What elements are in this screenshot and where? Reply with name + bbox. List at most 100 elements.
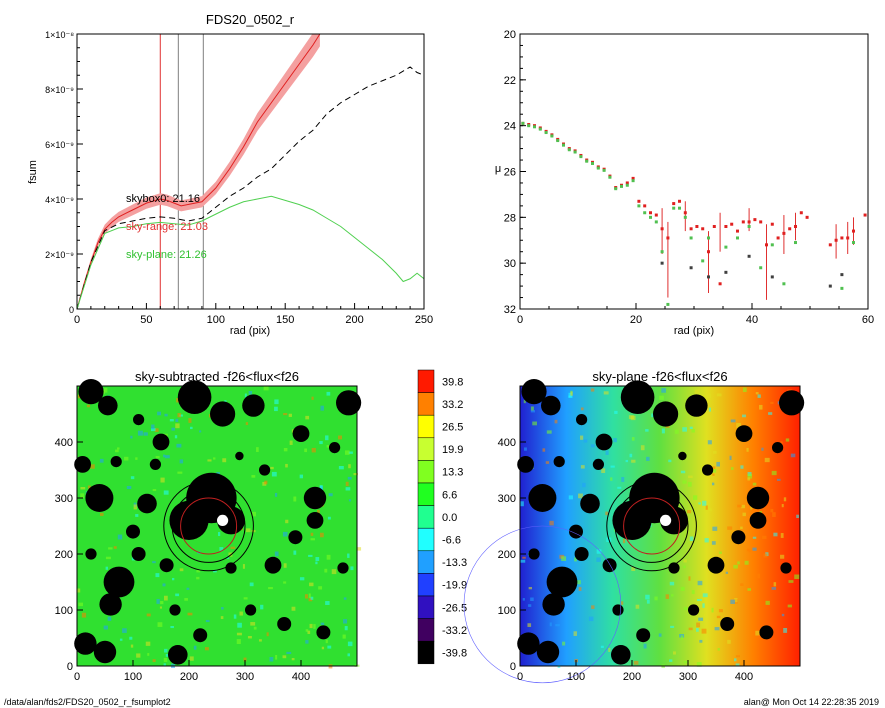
masked-source	[259, 464, 271, 476]
noise-speck	[156, 599, 160, 604]
noise-speck	[313, 624, 316, 629]
noise-speck	[671, 594, 674, 597]
noise-speck	[117, 534, 123, 540]
image-ytick-label: 400	[498, 437, 516, 449]
image-xtick-label: 100	[124, 671, 142, 683]
noise-speck	[673, 651, 676, 655]
masked-source	[612, 604, 624, 616]
image-xtick-label: 100	[567, 671, 585, 683]
image-ytick-label: 200	[498, 549, 516, 561]
sky-subtracted-image	[74, 379, 362, 669]
noise-speck	[243, 597, 248, 600]
mu-point	[666, 236, 670, 240]
noise-speck	[527, 623, 532, 627]
fsum-axes-frame	[76, 33, 425, 310]
noise-speck	[299, 577, 305, 581]
image-xtick-label: 0	[517, 671, 523, 683]
masked-source	[685, 394, 708, 417]
masked-source	[316, 625, 331, 640]
noise-speck	[709, 508, 712, 512]
noise-speck	[347, 653, 351, 657]
mu-point	[533, 125, 536, 129]
noise-speck	[747, 588, 751, 591]
noise-speck	[233, 614, 237, 619]
noise-speck	[189, 426, 193, 430]
noise-speck	[99, 458, 104, 463]
fsum-xlabel: rad (pix)	[230, 325, 270, 337]
noise-speck	[528, 604, 532, 607]
noise-speck	[683, 660, 688, 664]
noise-speck	[725, 571, 729, 574]
colorbar-swatch	[417, 550, 435, 574]
noise-speck	[213, 569, 217, 573]
mu-point	[678, 206, 681, 210]
noise-speck	[243, 657, 247, 662]
noise-speck	[289, 440, 293, 445]
aperture-ellipse	[171, 489, 246, 563]
image-ytick-label: 100	[498, 605, 516, 617]
noise-speck	[682, 480, 687, 484]
masked-source	[574, 547, 589, 561]
noise-speck	[169, 419, 174, 422]
mu-point	[643, 204, 647, 208]
masked-source	[337, 562, 349, 574]
mu-point	[863, 213, 867, 217]
masked-source	[149, 458, 161, 470]
noise-speck	[249, 582, 254, 587]
noise-speck	[274, 492, 278, 497]
noise-speck	[528, 586, 533, 590]
noise-speck	[348, 499, 351, 502]
noise-speck	[640, 445, 645, 451]
masked-source	[576, 414, 588, 426]
noise-speck	[520, 559, 526, 563]
galaxy-core	[217, 514, 229, 527]
annotation-sky-plane: sky-plane: 21.26	[126, 249, 207, 261]
series-2-line	[77, 195, 424, 309]
noise-speck	[631, 566, 636, 572]
mu-point	[747, 254, 751, 258]
aperture-ellipse	[606, 480, 697, 572]
noise-speck	[740, 504, 746, 509]
noise-speck	[780, 441, 783, 445]
noise-speck	[143, 432, 148, 436]
noise-speck	[737, 561, 740, 565]
noise-speck	[155, 573, 160, 578]
mu-point	[707, 236, 710, 240]
noise-speck	[711, 607, 714, 613]
noise-speck	[727, 526, 733, 530]
noise-speck	[199, 430, 202, 433]
mu-point	[695, 225, 699, 228]
noise-speck	[580, 435, 584, 440]
noise-speck	[274, 551, 279, 557]
noise-speck	[157, 411, 162, 416]
sky-plane-image	[463, 379, 805, 684]
fsum-panel: FDS20_0502_r 0 50 100 150 200 250 0 2×10⁻⁹ 4×10⁻…	[27, 12, 433, 337]
noise-speck	[324, 568, 328, 573]
noise-speck	[740, 526, 743, 529]
noise-speck	[614, 410, 618, 414]
annotation-sky-range: sky-range: 21.03	[126, 221, 208, 233]
noise-speck	[325, 639, 328, 644]
noise-speck	[124, 456, 129, 461]
noise-speck	[698, 502, 701, 505]
noise-speck	[601, 468, 606, 474]
fsum-xtick-label: 100	[207, 314, 225, 326]
noise-speck	[780, 554, 785, 559]
noise-speck	[115, 449, 119, 453]
noise-speck	[310, 538, 315, 541]
fsum-ylabel: fsum	[27, 160, 39, 184]
fsum-ytick-label: 1×10⁻⁸	[45, 30, 74, 40]
noise-speck	[742, 512, 746, 517]
noise-speck	[327, 645, 332, 649]
noise-speck	[625, 459, 629, 463]
noise-speck	[155, 456, 160, 459]
noise-speck	[286, 651, 292, 655]
masked-source	[517, 632, 540, 655]
noise-speck	[338, 466, 344, 470]
mu-point	[660, 227, 664, 231]
mu-point	[591, 161, 594, 165]
sky-plane-title: sky-plane -f26<flux<f26	[592, 369, 727, 384]
masked-source	[131, 547, 146, 561]
masked-source	[336, 390, 362, 416]
noise-speck	[304, 448, 308, 453]
